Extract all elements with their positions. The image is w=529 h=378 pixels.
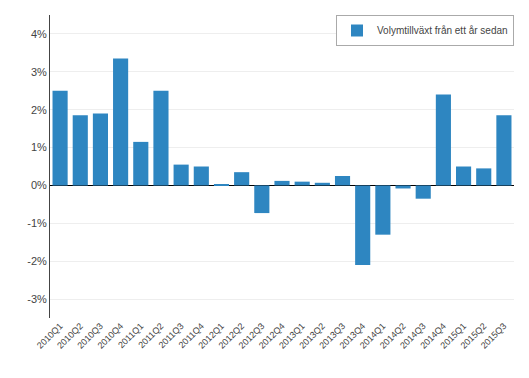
svg-text:2013Q2: 2013Q2 [297, 321, 327, 351]
svg-text:2010Q2: 2010Q2 [55, 321, 85, 351]
svg-text:2010Q4: 2010Q4 [95, 321, 125, 351]
svg-text:2011Q1: 2011Q1 [116, 321, 145, 350]
svg-text:1%: 1% [31, 141, 47, 153]
svg-text:2011Q3: 2011Q3 [156, 321, 185, 350]
svg-text:2011Q4: 2011Q4 [177, 321, 206, 350]
svg-text:2014Q3: 2014Q3 [398, 321, 428, 351]
svg-text:2%: 2% [31, 104, 47, 116]
svg-text:2012Q3: 2012Q3 [237, 321, 267, 351]
svg-text:2014Q2: 2014Q2 [378, 321, 408, 351]
svg-text:2015Q1: 2015Q1 [438, 321, 468, 351]
svg-text:2010Q1: 2010Q1 [35, 321, 65, 351]
svg-text:-2%: -2% [27, 255, 47, 267]
svg-text:-3%: -3% [27, 293, 47, 305]
svg-text:2013Q1: 2013Q1 [277, 321, 307, 351]
svg-text:3%: 3% [31, 66, 47, 78]
svg-text:2012Q4: 2012Q4 [257, 321, 287, 351]
svg-text:0%: 0% [31, 179, 47, 191]
svg-text:2010Q3: 2010Q3 [75, 321, 105, 351]
svg-text:2012Q2: 2012Q2 [217, 321, 247, 351]
svg-text:2014Q1: 2014Q1 [358, 321, 388, 351]
svg-text:Volymtillväxt från ett år seda: Volymtillväxt från ett år sedan [377, 25, 508, 36]
svg-text:2014Q4: 2014Q4 [418, 321, 448, 351]
svg-text:2011Q2: 2011Q2 [136, 321, 165, 350]
svg-text:2012Q1: 2012Q1 [196, 321, 226, 351]
svg-text:2013Q3: 2013Q3 [317, 321, 347, 351]
svg-text:2015Q3: 2015Q3 [479, 321, 509, 351]
svg-text:2013Q4: 2013Q4 [338, 321, 368, 351]
svg-text:-1%: -1% [27, 217, 47, 229]
svg-text:2015Q2: 2015Q2 [459, 321, 489, 351]
svg-text:4%: 4% [31, 28, 47, 40]
